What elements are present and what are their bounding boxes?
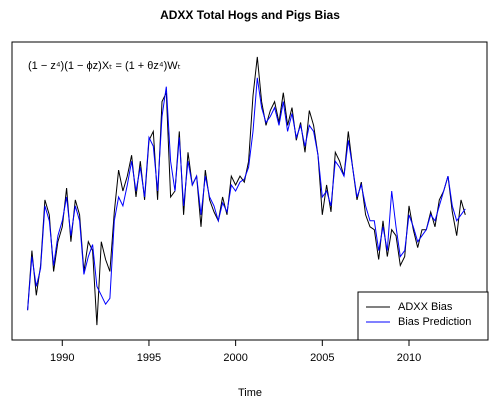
x-tick-label: 2005 (310, 352, 334, 364)
x-tick-label: 2010 (397, 352, 421, 364)
x-tick-label: 1990 (50, 352, 74, 364)
x-axis-label: Time (238, 387, 262, 399)
legend-box (357, 291, 489, 341)
series-line (27, 77, 466, 311)
plot-frame (11, 41, 488, 341)
chart-title: ADXX Total Hogs and Pigs Bias (160, 8, 340, 22)
x-tick-label: 2000 (223, 352, 247, 364)
series-line (27, 56, 466, 326)
formula: (1 − z⁴)(1 − ϕz)Xₜ = (1 + θz⁴)Wₜ (28, 60, 181, 72)
legend-label: Bias Prediction (398, 316, 471, 328)
x-tick-label: 1995 (137, 352, 161, 364)
legend-label: ADXX Bias (398, 301, 453, 313)
